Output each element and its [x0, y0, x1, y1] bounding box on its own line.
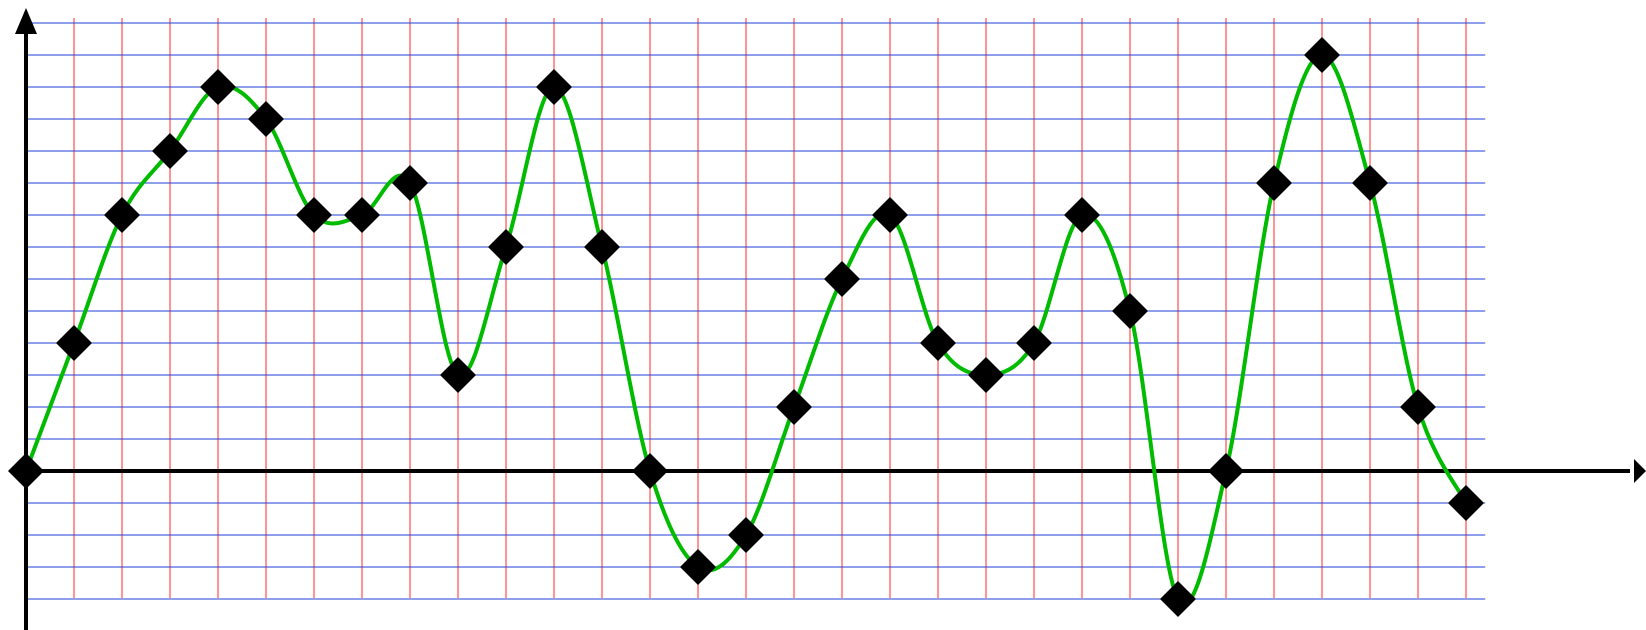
data-point-10: [488, 229, 524, 265]
marker-layer: [8, 37, 1484, 617]
data-point-2: [104, 197, 140, 233]
horizontal-grid-lines: [26, 22, 1486, 600]
data-point-19: [920, 325, 956, 361]
data-point-20: [968, 357, 1004, 393]
data-point-18: [872, 197, 908, 233]
data-point-27: [1304, 37, 1340, 73]
data-point-5: [248, 101, 284, 137]
y-axis-arrow-icon: [15, 8, 37, 34]
data-point-0: [8, 453, 44, 489]
data-point-8: [392, 165, 428, 201]
data-point-7: [344, 197, 380, 233]
data-point-11: [536, 69, 572, 105]
data-point-14: [680, 549, 716, 585]
data-point-17: [824, 261, 860, 297]
data-point-21: [1016, 325, 1052, 361]
data-point-29: [1400, 389, 1436, 425]
data-point-9: [440, 357, 476, 393]
data-point-12: [584, 229, 620, 265]
x-axis-arrow-icon: [1634, 459, 1646, 483]
data-point-23: [1112, 293, 1148, 329]
data-point-22: [1064, 197, 1100, 233]
vertical-grid-lines: [73, 18, 1467, 598]
data-point-6: [296, 197, 332, 233]
data-point-16: [776, 389, 812, 425]
data-point-30: [1448, 485, 1484, 521]
axes: [15, 8, 1646, 630]
series-layer: [24, 53, 1468, 606]
data-point-15: [728, 517, 764, 553]
data-point-28: [1352, 165, 1388, 201]
data-point-13: [632, 453, 668, 489]
data-point-3: [152, 133, 188, 169]
data-point-25: [1208, 453, 1244, 489]
data-point-24: [1160, 581, 1196, 617]
data-point-26: [1256, 165, 1292, 201]
series-line: [24, 53, 1468, 606]
data-point-4: [200, 69, 236, 105]
data-point-1: [56, 325, 92, 361]
